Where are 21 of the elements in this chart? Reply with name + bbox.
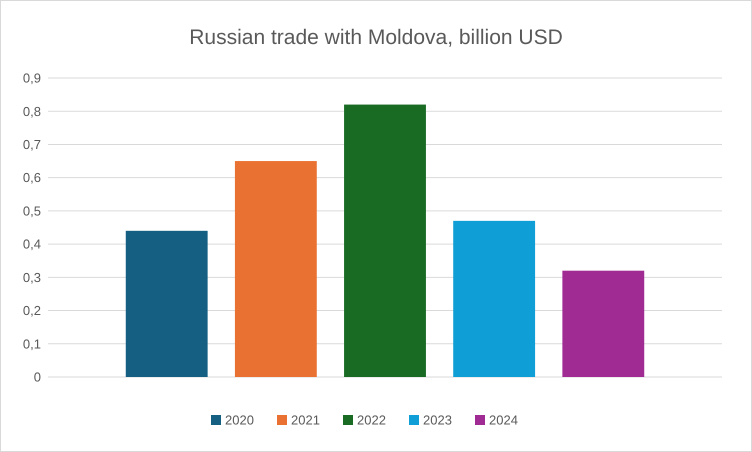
bar (234, 161, 317, 377)
chart-title: Russian trade with Moldova, billion USD (189, 26, 563, 49)
legend-label: 2022 (357, 412, 386, 428)
y-tick-label: 0,7 (22, 136, 41, 152)
bar (562, 270, 644, 377)
y-tick-label: 0,5 (22, 203, 41, 218)
y-tick-label: 0,6 (22, 170, 41, 186)
y-tick-label: 0,1 (22, 336, 41, 352)
bar (453, 220, 536, 377)
y-tick-label: 0,2 (22, 303, 41, 318)
legend-label: 2021 (291, 412, 320, 428)
legend-label: 2020 (225, 412, 254, 428)
legend-label: 2023 (423, 412, 452, 428)
y-tick-label: 0,3 (22, 270, 41, 285)
y-tick-label: 0,4 (22, 236, 41, 252)
legend-label: 2024 (489, 412, 518, 428)
y-tick-label: 0,8 (22, 104, 41, 119)
bar (344, 104, 426, 377)
bar (126, 230, 208, 377)
y-tick-label: 0,9 (22, 70, 41, 86)
y-tick-label: 0 (34, 370, 41, 385)
